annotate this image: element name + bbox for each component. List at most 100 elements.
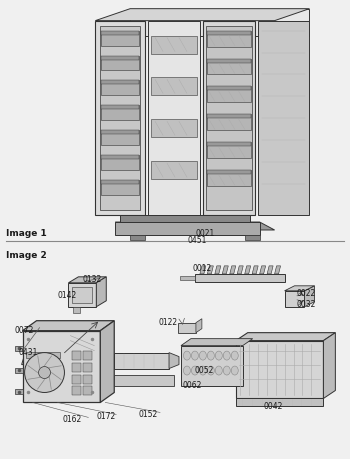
Text: 0062: 0062 [183, 381, 202, 390]
Polygon shape [285, 286, 314, 291]
Ellipse shape [191, 351, 198, 360]
Polygon shape [15, 346, 23, 351]
Ellipse shape [223, 366, 230, 375]
Polygon shape [83, 375, 92, 384]
Ellipse shape [215, 351, 222, 360]
Polygon shape [206, 26, 252, 210]
Polygon shape [207, 31, 251, 34]
Polygon shape [195, 274, 285, 282]
Text: 0022: 0022 [296, 289, 316, 298]
Text: 0142: 0142 [57, 291, 77, 300]
Text: 0032: 0032 [296, 300, 316, 309]
Ellipse shape [199, 366, 206, 375]
Polygon shape [151, 78, 197, 95]
Circle shape [38, 367, 50, 379]
Polygon shape [115, 222, 260, 235]
Polygon shape [207, 142, 251, 146]
Polygon shape [96, 277, 106, 307]
Polygon shape [115, 222, 275, 230]
Text: 0162: 0162 [62, 415, 82, 425]
Polygon shape [207, 86, 251, 90]
Polygon shape [148, 21, 200, 215]
Polygon shape [15, 390, 23, 394]
Polygon shape [101, 80, 139, 95]
Polygon shape [207, 266, 214, 274]
Ellipse shape [231, 366, 238, 375]
Ellipse shape [223, 351, 230, 360]
Polygon shape [151, 161, 197, 179]
Text: 0172: 0172 [96, 413, 116, 421]
Polygon shape [26, 352, 61, 358]
Polygon shape [100, 321, 114, 403]
Polygon shape [101, 180, 139, 195]
Ellipse shape [207, 351, 214, 360]
Polygon shape [68, 283, 96, 307]
Polygon shape [101, 106, 139, 109]
Polygon shape [304, 286, 314, 307]
Polygon shape [181, 339, 253, 346]
Polygon shape [130, 9, 309, 36]
Polygon shape [267, 266, 273, 274]
Polygon shape [120, 215, 250, 222]
Polygon shape [215, 266, 221, 274]
Ellipse shape [215, 366, 222, 375]
Polygon shape [237, 266, 243, 274]
Text: 0012: 0012 [193, 264, 212, 273]
Text: 0431: 0431 [19, 347, 38, 357]
Polygon shape [275, 266, 281, 274]
Polygon shape [207, 114, 251, 130]
Polygon shape [181, 346, 243, 386]
Polygon shape [245, 235, 260, 240]
Polygon shape [207, 31, 251, 46]
Ellipse shape [191, 366, 198, 375]
Polygon shape [83, 351, 92, 359]
Polygon shape [83, 386, 92, 396]
Polygon shape [323, 333, 335, 398]
Polygon shape [23, 321, 114, 330]
Polygon shape [169, 353, 179, 369]
Text: 0042: 0042 [264, 403, 283, 411]
Text: 0021: 0021 [196, 229, 215, 238]
Polygon shape [101, 155, 139, 170]
Text: 0132: 0132 [82, 275, 102, 284]
Polygon shape [207, 58, 251, 62]
Polygon shape [23, 330, 100, 403]
Polygon shape [207, 142, 251, 158]
Polygon shape [130, 235, 145, 240]
Polygon shape [258, 21, 309, 215]
Polygon shape [101, 130, 139, 134]
Ellipse shape [183, 366, 190, 375]
Polygon shape [207, 58, 251, 74]
Polygon shape [100, 26, 140, 210]
Polygon shape [72, 287, 92, 303]
Text: Image 1: Image 1 [6, 229, 47, 238]
Polygon shape [72, 351, 81, 359]
Polygon shape [101, 56, 139, 60]
Polygon shape [200, 266, 206, 274]
Polygon shape [260, 266, 266, 274]
Polygon shape [72, 375, 81, 384]
Polygon shape [114, 353, 169, 369]
Polygon shape [207, 86, 251, 102]
Polygon shape [74, 307, 80, 313]
Polygon shape [203, 21, 255, 215]
Text: 0052: 0052 [195, 365, 214, 375]
Polygon shape [101, 80, 139, 84]
Polygon shape [83, 363, 92, 371]
Text: 0451: 0451 [188, 236, 207, 245]
Ellipse shape [199, 351, 206, 360]
Polygon shape [101, 56, 139, 71]
Polygon shape [95, 21, 145, 215]
Polygon shape [101, 31, 139, 45]
Text: Image 2: Image 2 [6, 251, 47, 260]
Polygon shape [230, 266, 236, 274]
Polygon shape [207, 170, 251, 186]
Polygon shape [207, 114, 251, 118]
Polygon shape [196, 319, 202, 333]
Polygon shape [114, 375, 174, 386]
Text: 0072: 0072 [15, 326, 34, 335]
Polygon shape [285, 291, 304, 307]
Polygon shape [245, 266, 251, 274]
Polygon shape [236, 398, 323, 406]
Polygon shape [252, 266, 258, 274]
